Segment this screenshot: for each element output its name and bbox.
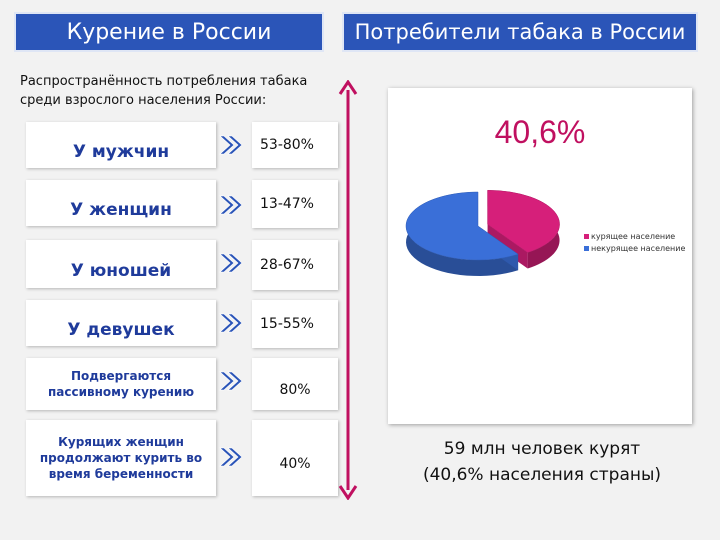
row-value-women: 13-47%: [252, 180, 338, 228]
double-chevron-right-icon: [219, 447, 243, 467]
double-chevron-right-icon: [219, 313, 243, 333]
double-chevron-right-icon: [219, 371, 243, 391]
legend-swatch-nonsmoking: [584, 246, 589, 251]
summary-line-1: 59 млн человек курят: [443, 439, 641, 459]
chart-big-label: 40,6%: [494, 114, 586, 150]
legend-label-nonsmoking: некурящее население: [591, 244, 686, 253]
intro-text: Распространённость потребления табака ср…: [20, 74, 308, 108]
legend-item-smoking: курящее население: [584, 232, 675, 241]
double-chevron-right-icon: [219, 253, 243, 273]
row-value-pregnancy: 40%: [252, 420, 338, 496]
pie-chart: [405, 190, 560, 276]
row-label-women: У женщин: [26, 180, 216, 226]
right-title: Потребители табака в России: [342, 12, 698, 52]
chart-panel: 40,6% курящее население некурящее населе…: [388, 88, 692, 424]
double-chevron-right-icon: [219, 195, 243, 215]
double-chevron-right-icon: [219, 135, 243, 155]
legend-swatch-smoking: [584, 234, 589, 239]
legend-item-nonsmoking: некурящее население: [584, 244, 685, 253]
left-title: Курение в России: [14, 12, 324, 52]
row-label-men: У мужчин: [26, 122, 216, 168]
row-label-passive: Подвергаются пассивному курению: [26, 358, 216, 410]
row-label-young-women: У девушек: [26, 300, 216, 346]
summary-line-2: (40,6% населения страны): [422, 465, 662, 485]
pie-slice-nonsmoking: [405, 191, 519, 276]
summary-text: 59 млн человек курят (40,6% населения ст…: [392, 436, 692, 488]
row-value-men: 53-80%: [252, 122, 338, 168]
legend-label-smoking: курящее население: [591, 232, 676, 241]
double-arrow-vertical-icon: [338, 80, 358, 500]
row-label-pregnancy: Курящих женщин продолжают курить во врем…: [26, 420, 216, 496]
row-value-passive: 80%: [252, 358, 338, 410]
row-label-young-men: У юношей: [26, 240, 216, 288]
row-value-young-women: 15-55%: [252, 300, 338, 348]
row-value-young-men: 28-67%: [252, 240, 338, 290]
